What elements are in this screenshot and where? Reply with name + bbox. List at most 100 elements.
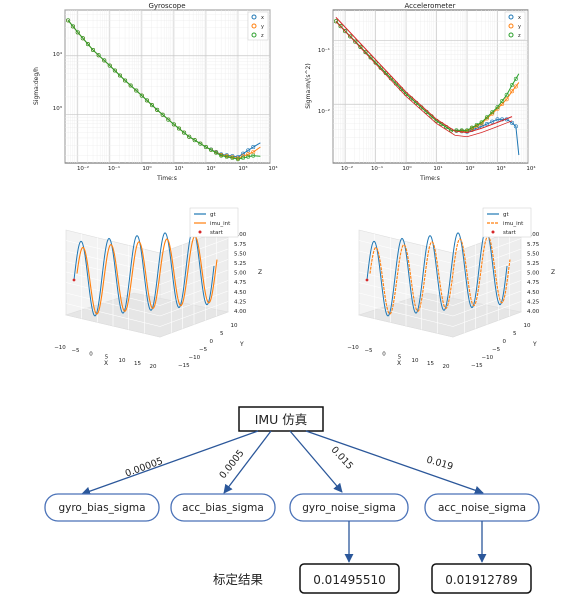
gyro-legend-x: x	[261, 15, 264, 21]
result-box-gyro	[299, 563, 400, 594]
legend-marker	[251, 32, 257, 38]
grid-line	[65, 303, 161, 327]
x-tick: −5	[364, 348, 373, 354]
acc-xtick: 10⁻²	[341, 165, 353, 172]
trajectory-3d-chart-right: 4.00 4.25 4.50 4.75 5.00 5.25 5.50 5.75 6.00 Z −10…	[347, 207, 555, 370]
z-tick: 4.25	[234, 299, 247, 305]
data-point	[251, 145, 256, 150]
z-tick: 5.75	[234, 242, 247, 248]
data-point	[198, 141, 203, 146]
data-point	[209, 147, 214, 152]
y-tick: −15	[471, 363, 483, 369]
acc-xtick: 10¹	[433, 165, 442, 172]
x-tick: −5	[71, 348, 80, 354]
arrow-root-gyro-bias	[81, 430, 259, 496]
y-axis-label: Y	[239, 341, 244, 348]
grid-line	[452, 290, 522, 317]
acc-axes-frame	[332, 9, 529, 164]
grid-line	[358, 271, 454, 296]
grid-line	[452, 238, 522, 264]
acc-xtick: 10³	[496, 165, 505, 172]
data-point	[338, 24, 343, 29]
data-point	[484, 122, 489, 127]
data-point	[251, 153, 256, 158]
legend-label-start: start	[503, 230, 517, 236]
z-tick: 4.25	[527, 299, 540, 305]
x-tick: 15	[427, 361, 434, 367]
grid-line	[159, 301, 229, 327]
data-point	[224, 154, 229, 159]
arrow-root-gyro-noise	[289, 430, 343, 493]
x-tick: −10	[54, 345, 66, 351]
gyro-xtick: 10²	[206, 165, 215, 172]
acc-xtick: 10⁴	[526, 165, 536, 172]
series-line-z	[67, 20, 261, 160]
grid-line	[452, 280, 522, 306]
acc-grid	[332, 10, 529, 163]
param-node-acc-bias	[170, 493, 276, 522]
edge-label-gyro-noise: 0.015	[329, 445, 356, 472]
x-tick: 0	[89, 351, 93, 357]
grid-line	[159, 280, 229, 306]
z-tick: 4.75	[234, 280, 247, 286]
gyro-xlabel: Time:s	[156, 175, 177, 182]
data-point	[484, 115, 489, 120]
imu-diagram: IMU 仿真 0.00005 0.0005 0.015 0.019 gyro_b…	[44, 406, 540, 594]
z-tick: 6.00	[234, 232, 247, 238]
data-point	[219, 153, 224, 158]
data-point	[348, 34, 353, 39]
x-tick: 5	[398, 355, 402, 361]
data-point	[469, 125, 474, 130]
data-point	[187, 134, 192, 139]
x-tick: 20	[150, 364, 157, 370]
x-tick: 10	[119, 358, 126, 364]
data-point	[353, 39, 358, 44]
gyro-xtick: 10⁻¹	[108, 165, 120, 172]
data-point	[504, 92, 509, 97]
grid-line	[159, 290, 229, 317]
data-point	[333, 19, 338, 24]
edge-label-acc-noise: 0.019	[425, 455, 454, 473]
data-point	[171, 122, 176, 127]
x-axis-label: X	[397, 360, 401, 367]
gyro-title: Gyroscope	[148, 2, 185, 10]
start-point	[72, 278, 76, 282]
data-point	[510, 89, 515, 94]
grid-line	[358, 282, 454, 306]
grid-line	[159, 269, 229, 296]
edge-label-gyro-bias: 0.00005	[124, 456, 165, 480]
data-point	[128, 83, 133, 88]
data-point	[246, 148, 251, 153]
data-point	[246, 154, 251, 159]
edge-label-acc-bias: 0.0005	[217, 448, 246, 481]
data-point	[85, 42, 90, 47]
data-point	[454, 128, 459, 133]
data-point	[150, 103, 155, 108]
grid-line	[159, 248, 229, 275]
z-tick: 6.00	[527, 232, 540, 238]
z-tick: 5.75	[527, 242, 540, 248]
start-point	[365, 278, 369, 282]
gyro-ylabel: Sigma:deg/h	[33, 67, 40, 105]
data-point	[70, 24, 75, 29]
gyro-ytick: 10³	[53, 105, 62, 112]
z-tick: 5.00	[527, 271, 540, 277]
arrow-root-acc-noise	[305, 430, 484, 495]
legend-marker	[251, 14, 257, 20]
x-tick: 5	[105, 355, 109, 361]
y-tick: −10	[482, 355, 494, 361]
data-point	[144, 98, 149, 103]
gyro-xtick: 10³	[238, 165, 247, 172]
data-point	[107, 63, 112, 68]
x-tick: 20	[443, 364, 450, 370]
reference-line	[335, 21, 513, 138]
y-tick: 0	[210, 339, 214, 345]
z-tick: 5.25	[234, 261, 247, 267]
gyroscope-chart: Gyroscope Time:s Sigma:deg/h 10⁻² 10⁻¹ 1…	[33, 2, 278, 182]
y-tick: 10	[231, 323, 238, 329]
param-node-gyro-bias	[44, 493, 160, 522]
grid-line	[452, 301, 522, 327]
grid-line	[358, 250, 454, 275]
accelerometer-chart: Accelerometer Time:s Sigma:m/(s^2) 10⁻² …	[305, 2, 536, 182]
